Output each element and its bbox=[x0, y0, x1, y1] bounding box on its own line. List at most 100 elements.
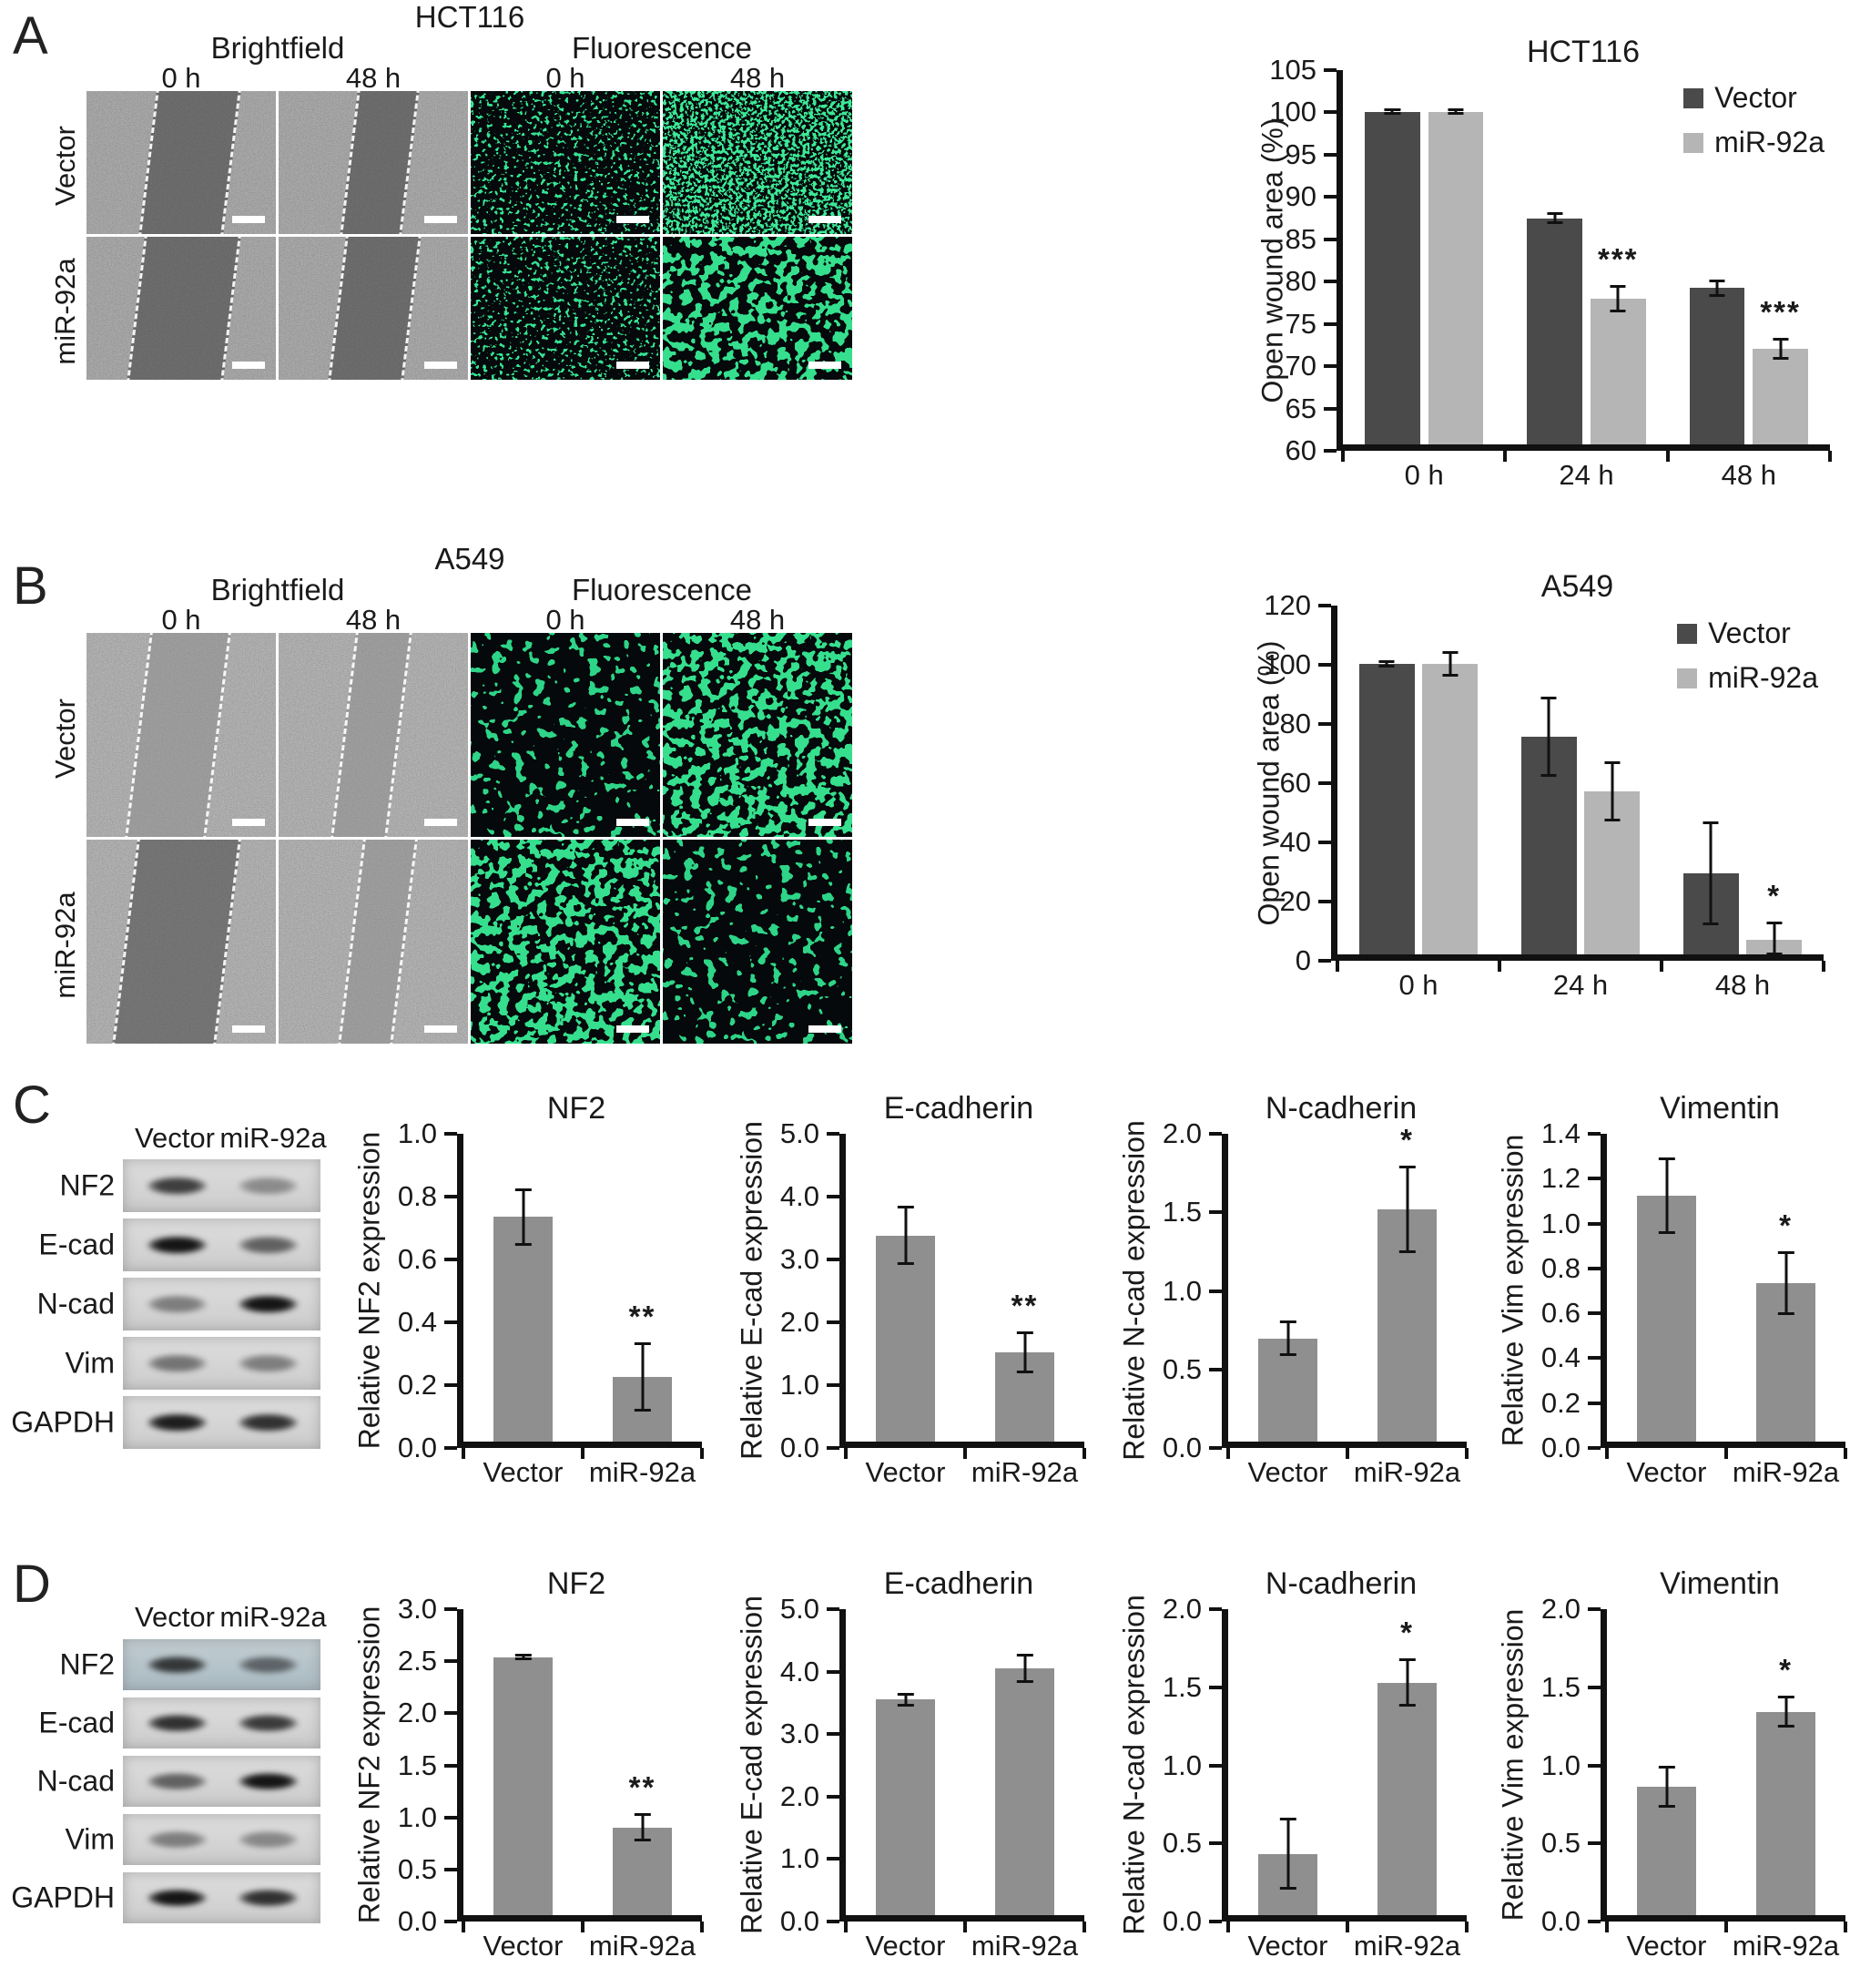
chart-title: NF2 bbox=[546, 1091, 606, 1126]
y-tick-label: 1.0 bbox=[779, 1842, 819, 1875]
chart-hct116-ecadherin: E-cadherin Relative E-cad expression 0.0… bbox=[721, 1084, 1103, 1539]
bar-miR-92a-48 h bbox=[1753, 348, 1808, 444]
blot-band bbox=[228, 1291, 309, 1317]
x-tick-mark bbox=[462, 1922, 465, 1932]
blot-band bbox=[137, 1828, 219, 1851]
blot-strip-ecad bbox=[123, 1697, 320, 1748]
western-blot-hct116: Vector miR-92a NF2 E-cad N-cad Vim GAPDH bbox=[0, 1075, 330, 1548]
x-tick-mark bbox=[844, 1448, 848, 1459]
scale-bar bbox=[616, 362, 649, 369]
blot-strip-nf2 bbox=[123, 1159, 320, 1212]
scale-bar bbox=[424, 216, 457, 223]
scale-bar bbox=[232, 819, 265, 826]
error-bar-cap bbox=[1709, 293, 1725, 297]
micrograph-a549-vector-brightfield-0h bbox=[86, 633, 276, 837]
y-axis: 0 20 40 60 80 100 120 bbox=[1249, 589, 1331, 976]
y-tick-label: 2.5 bbox=[397, 1645, 437, 1677]
legend: Vector miR-92a bbox=[1683, 81, 1825, 170]
y-tick-label: 60 bbox=[1285, 434, 1316, 466]
bar-Vector-24 h bbox=[1527, 218, 1583, 444]
error-bar-cap bbox=[1448, 112, 1464, 116]
error-bar-cap bbox=[514, 1188, 532, 1191]
y-tick-label: 0.0 bbox=[1162, 1432, 1202, 1463]
blot-row-label-ncad: N-cad bbox=[36, 1764, 115, 1798]
blot-band bbox=[137, 1291, 219, 1317]
error-bar-cap bbox=[1378, 665, 1395, 668]
x-tick-mark bbox=[581, 1922, 584, 1932]
x-tick-label: 48 h bbox=[1714, 969, 1771, 1001]
bar-Vector-0 h bbox=[1359, 663, 1415, 954]
y-tick-label: 80 bbox=[1279, 708, 1311, 740]
fluorescent-cells bbox=[663, 237, 852, 380]
y-tick-label: 2.0 bbox=[1540, 1593, 1581, 1625]
micrograph-hct116-mir92a-brightfield-0h bbox=[86, 237, 276, 380]
bar-expression-miR-92a bbox=[994, 1668, 1055, 1915]
x-tick-label: Vector bbox=[865, 1930, 946, 1962]
timepoint-label: 0 h bbox=[545, 604, 585, 636]
chart-title: Vimentin bbox=[1660, 1566, 1780, 1601]
western-blot-a549: Vector miR-92a NF2 E-cad N-cad Vim GAPDH bbox=[0, 1554, 330, 1988]
y-axis: 0.0 0.5 1.0 1.5 2.0 bbox=[1103, 1117, 1222, 1463]
error-bar-cap bbox=[1658, 1766, 1675, 1769]
y-tick-label: 60 bbox=[1279, 767, 1311, 799]
y-tick-mark bbox=[1588, 1221, 1601, 1226]
plot-area: Vector miR-92a ** bbox=[457, 1134, 704, 1488]
y-tick-mark bbox=[444, 1258, 457, 1261]
chart-hct116-open-wound: HCT116 Open wound area (%) 60 65 70 75 80 85 9… bbox=[1249, 16, 1850, 508]
error-bar-cap bbox=[1610, 309, 1626, 312]
y-tick-label: 1.5 bbox=[1162, 1196, 1202, 1228]
y-tick-mark bbox=[1209, 1446, 1222, 1450]
y-tick-mark bbox=[444, 1607, 457, 1611]
fluorescent-cells bbox=[663, 633, 852, 837]
y-tick-mark bbox=[1209, 1841, 1222, 1846]
y-tick-mark bbox=[444, 1867, 457, 1871]
error-bar bbox=[1784, 1252, 1787, 1314]
y-tick-mark bbox=[1324, 449, 1337, 453]
legend-label: Vector bbox=[1714, 81, 1797, 114]
fluorescent-cells bbox=[471, 91, 660, 234]
y-tick-label: 4.0 bbox=[779, 1180, 819, 1212]
micrograph-hct116-vector-brightfield-48h bbox=[279, 91, 468, 234]
significance-label: * bbox=[1779, 1208, 1793, 1243]
error-bar-cap bbox=[1547, 221, 1563, 225]
y-tick-mark bbox=[827, 1607, 839, 1611]
y-tick-label: 2.0 bbox=[397, 1697, 437, 1729]
y-tick-label: 2.0 bbox=[1162, 1593, 1202, 1625]
y-axis: 0.0 0.2 0.4 0.6 0.8 1.0 1.2 1.4 bbox=[1482, 1117, 1601, 1463]
scale-bar bbox=[808, 1025, 841, 1033]
error-bar bbox=[1023, 1331, 1026, 1373]
blot-band bbox=[228, 1351, 309, 1376]
bar-expression-miR-92a bbox=[612, 1827, 673, 1915]
blot-strip-vim bbox=[123, 1337, 320, 1390]
error-bar-cap bbox=[1279, 1887, 1296, 1891]
blot-band bbox=[137, 1410, 219, 1435]
y-tick-mark bbox=[1324, 110, 1337, 115]
scale-bar bbox=[232, 362, 265, 369]
y-tick-label: 20 bbox=[1279, 885, 1311, 918]
y-tick-label: 1.0 bbox=[1540, 1207, 1581, 1239]
y-tick-mark bbox=[827, 1132, 839, 1136]
y-tick-label: 4.0 bbox=[779, 1655, 819, 1687]
bar-Vector-48 h bbox=[1689, 288, 1745, 444]
bar-expression-miR-92a bbox=[1755, 1711, 1816, 1915]
y-tick-mark bbox=[1318, 781, 1331, 785]
y-tick-label: 0.2 bbox=[1540, 1386, 1581, 1419]
error-bar-cap bbox=[1016, 1654, 1033, 1657]
fluorescent-cells bbox=[471, 840, 660, 1044]
x-tick-mark bbox=[1498, 961, 1501, 972]
chart-a549-ncadherin: N-cadherin Relative N-cad expression 0.0… bbox=[1103, 1559, 1486, 1988]
blot-band bbox=[137, 1886, 219, 1910]
timepoint-label: 48 h bbox=[345, 62, 402, 94]
row-label-vector: Vector bbox=[49, 698, 81, 779]
blot-row-label-ecad: E-cad bbox=[38, 1228, 115, 1261]
error-bar-cap bbox=[514, 1654, 532, 1657]
y-axis: 0.0 1.0 2.0 3.0 4.0 5.0 bbox=[721, 1593, 839, 1937]
micrograph-a549-vector-fluorescence-48h bbox=[663, 633, 852, 837]
x-tick-mark bbox=[1724, 1448, 1728, 1459]
y-tick-label: 40 bbox=[1279, 826, 1311, 859]
error-bar-cap bbox=[1448, 107, 1464, 111]
error-bar bbox=[1385, 660, 1388, 668]
cell-line-title-a549: A549 bbox=[434, 542, 505, 576]
y-tick-mark bbox=[444, 1383, 457, 1387]
error-bar bbox=[1553, 213, 1557, 224]
